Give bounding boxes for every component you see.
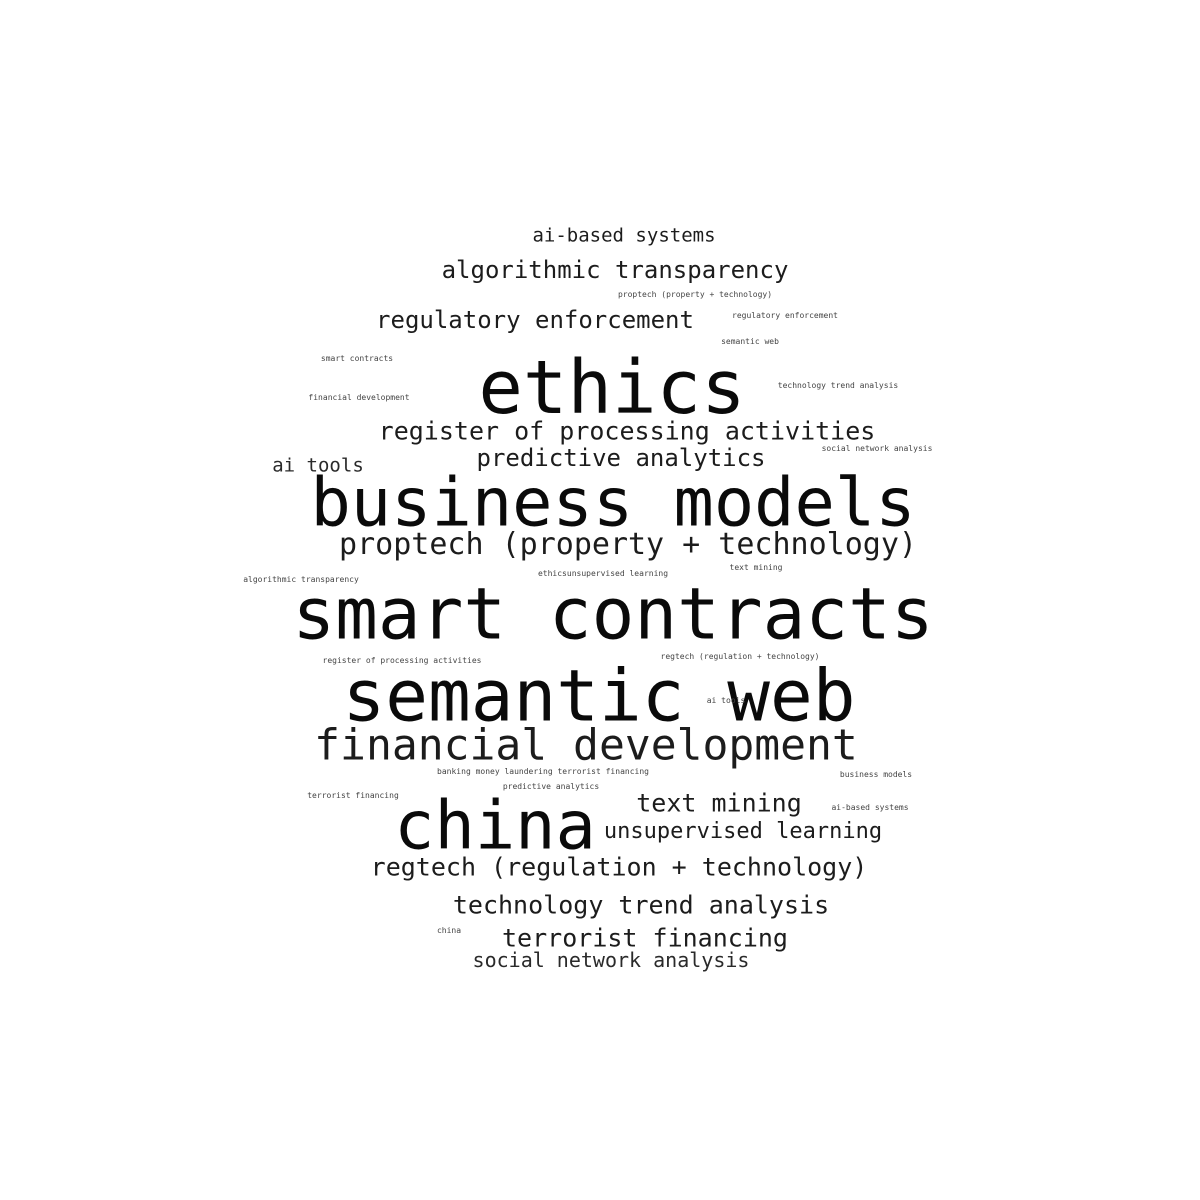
word-register-of-processing-activities-small: register of processing activities	[322, 656, 482, 665]
word-register-of-processing-activities: register of processing activities	[378, 416, 876, 446]
word-algorithmic-transparency-small: algorithmic transparency	[243, 575, 359, 584]
word-semantic-web: semantic web	[342, 654, 856, 738]
word-smart-contracts: smart contracts	[292, 572, 934, 656]
word-terrorist-financing-small: terrorist financing	[307, 791, 399, 800]
word-china: china	[394, 786, 596, 865]
word-semantic-web-small: semantic web	[721, 337, 779, 346]
word-predictive-analytics: predictive analytics	[476, 444, 766, 472]
word-ai-tools-small: ai tools	[706, 696, 746, 705]
word-financial-development-small: financial development	[308, 393, 410, 402]
word-regtech-small: regtech (regulation + technology)	[660, 652, 820, 661]
word-china-small: china	[436, 926, 462, 935]
word-text-mining: text mining	[636, 788, 802, 818]
word-banking-money-laundering: banking money laundering terrorist finan…	[437, 767, 649, 776]
word-social-network-analysis-small: social network analysis	[821, 444, 933, 453]
word-algorithmic-transparency: algorithmic transparency	[441, 256, 789, 284]
word-regulatory-enforcement-small: regulatory enforcement	[732, 311, 838, 320]
word-regtech: regtech (regulation + technology)	[370, 852, 868, 882]
word-ethicsunsupervised-learning: ethicsunsupervised learning	[537, 569, 669, 578]
word-proptech-small: proptech (property + technology)	[617, 290, 773, 299]
word-ai-tools: ai tools	[272, 454, 364, 477]
word-smart-contracts-small: smart contracts	[320, 354, 394, 363]
word-business-models: business models	[310, 463, 916, 542]
word-technology-trend-analysis: technology trend analysis	[452, 890, 830, 920]
word-business-models-small: business models	[839, 770, 913, 779]
word-ai-based-systems-small: ai-based systems	[831, 803, 909, 812]
word-predictive-analytics-small: predictive analytics	[502, 782, 600, 791]
word-ai-based-systems: ai-based systems	[532, 224, 716, 247]
word-ethics: ethics	[478, 345, 746, 431]
word-social-network-analysis: social network analysis	[472, 948, 750, 972]
word-unsupervised-learning: unsupervised learning	[603, 819, 883, 844]
word-technology-trend-analysis-small: technology trend analysis	[777, 381, 899, 390]
word-text-mining-small: text mining	[729, 563, 783, 572]
word-proptech: proptech (property + technology)	[339, 527, 917, 562]
word-regulatory-enforcement: regulatory enforcement	[376, 306, 694, 334]
word-terrorist-financing: terrorist financing	[502, 923, 788, 953]
word-financial-development: financial development	[314, 720, 858, 771]
